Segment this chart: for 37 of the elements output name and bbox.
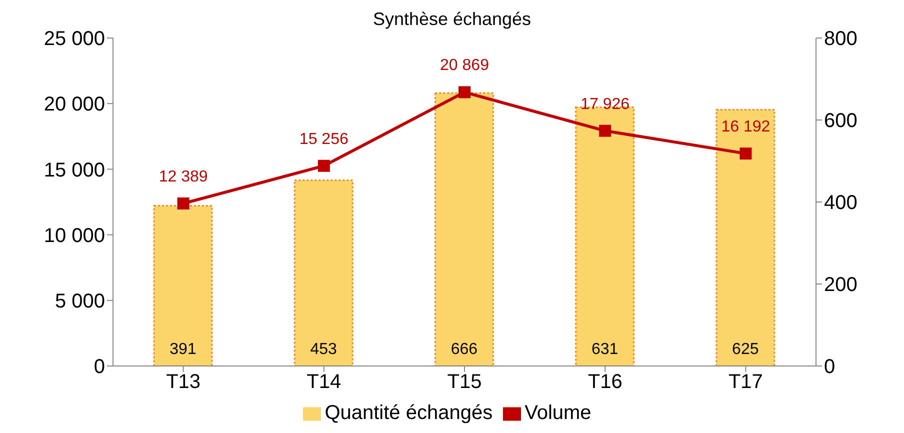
y-tick-label: 0	[94, 356, 105, 378]
data-label: 15 256	[299, 130, 348, 148]
data-label: 625	[732, 341, 759, 358]
point	[177, 197, 190, 210]
legend-label: Volume	[524, 402, 592, 424]
bar	[153, 204, 213, 366]
x-tick-label: T14	[306, 371, 342, 394]
point	[740, 148, 752, 160]
x-tick-label: T17	[728, 371, 763, 394]
point	[458, 86, 470, 98]
data-label: 453	[310, 341, 338, 358]
y-tick-label: 10 000	[44, 224, 105, 247]
x-tick-label: T13	[166, 371, 201, 394]
data-label: 12 389	[158, 168, 208, 186]
y2-tick-label: 0	[824, 356, 836, 378]
bar	[294, 180, 354, 366]
legend-label: Quantité échangés	[324, 402, 493, 424]
x-tick-label: T16	[588, 371, 622, 394]
bar	[716, 109, 776, 366]
y-tick-label: 5 000	[54, 290, 105, 312]
data-label: 20 869	[440, 57, 490, 74]
data-label: 391	[170, 341, 196, 358]
y-tick-label: 20 000	[44, 94, 105, 116]
y2-tick-label: 800	[824, 28, 858, 50]
y-tick-label: 15 000	[44, 159, 105, 182]
point	[318, 160, 330, 172]
chart-title: Synthèse échangés	[372, 8, 532, 30]
point	[599, 124, 612, 137]
bar	[434, 92, 494, 366]
y2-tick-label: 200	[824, 274, 858, 296]
y2-tick-label: 400	[824, 192, 858, 214]
data-label: 16 192	[721, 118, 770, 136]
data-label: 631	[591, 341, 618, 358]
y2-tick-label: 600	[824, 110, 858, 132]
y-tick-label: 25 000	[44, 28, 105, 50]
x-tick-label: T15	[447, 371, 482, 394]
data-label: 666	[450, 341, 478, 358]
